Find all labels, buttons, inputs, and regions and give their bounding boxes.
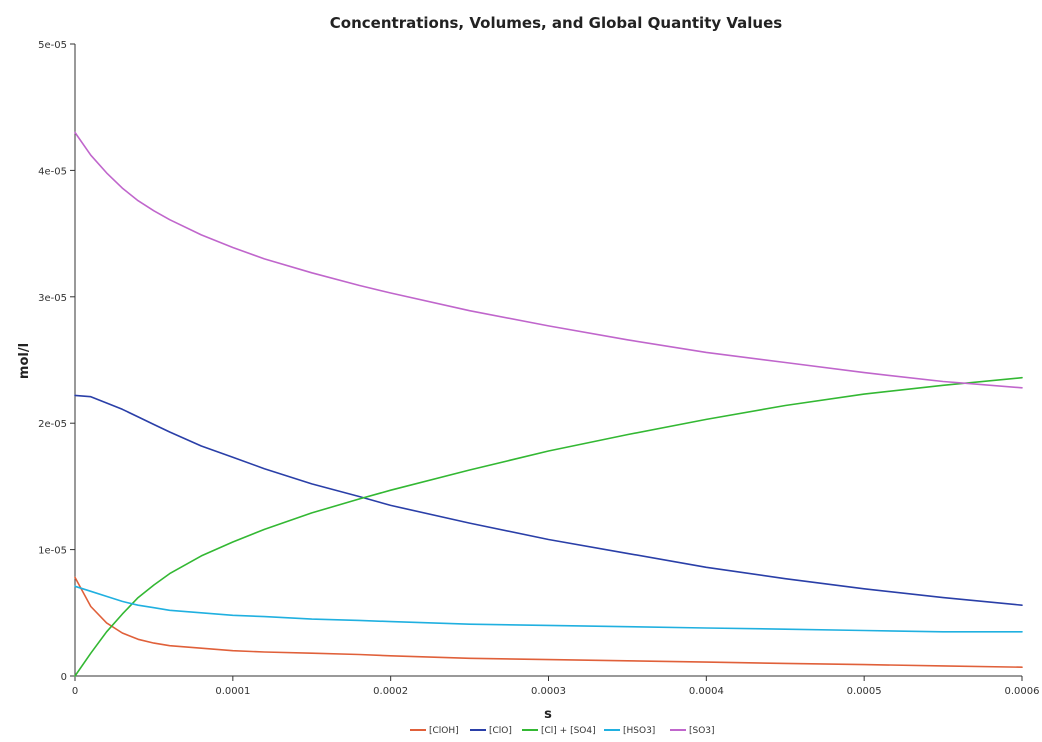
x-tick-label: 0.0005 [847, 686, 882, 697]
legend-label-so3: [SO3] [689, 726, 715, 736]
series-line-hso3 [74, 585, 1023, 633]
x-tick-label: 0.0002 [373, 686, 408, 697]
y-tick-label: 3e-05 [38, 293, 67, 304]
x-tick-label: 0.0003 [531, 686, 566, 697]
y-tick-label: 2e-05 [38, 419, 67, 430]
chart-title: Concentrations, Volumes, and Global Quan… [330, 14, 782, 32]
x-tick-label: 0.0006 [1005, 686, 1040, 697]
y-tick-label: 0 [61, 672, 67, 683]
plot-area [74, 131, 1023, 677]
legend-label-cloh: [ClOH] [429, 726, 459, 736]
legend-label-clo: [ClO] [489, 726, 512, 736]
legend: [ClOH] [ClO] [Cl] + [SO4] [HSO3] [SO3] [410, 726, 715, 736]
x-ticks: 0 0.0001 0.0002 0.0003 0.0004 0.0005 0.0006 [72, 676, 1040, 697]
y-tick-label: 5e-05 [38, 40, 67, 51]
y-axis-label: mol/l [17, 343, 32, 379]
y-ticks: 0 1e-05 2e-05 3e-05 4e-05 5e-05 [38, 40, 75, 683]
x-tick-label: 0.0001 [215, 686, 250, 697]
x-tick-label: 0 [72, 686, 78, 697]
series-line-cl-so4 [74, 376, 1023, 677]
series-line-cloh [74, 576, 1023, 668]
legend-label-hso3: [HSO3] [623, 726, 655, 736]
legend-label-cl-so4: [Cl] + [SO4] [541, 726, 596, 736]
x-tick-label: 0.0004 [689, 686, 724, 697]
series-line-so3 [74, 131, 1023, 389]
y-tick-label: 4e-05 [38, 166, 67, 177]
x-axis-label: s [544, 707, 552, 722]
axes [74, 44, 1022, 677]
y-tick-label: 1e-05 [38, 546, 67, 557]
series-line-clo [74, 394, 1023, 606]
